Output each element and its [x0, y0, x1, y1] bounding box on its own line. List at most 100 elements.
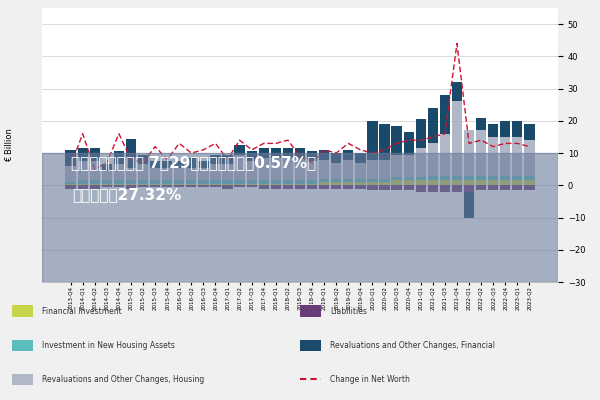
- Bar: [198, 161, 209, 168]
- Bar: [150, 180, 160, 184]
- Bar: [391, 177, 402, 180]
- Bar: [223, 180, 233, 184]
- Bar: [524, 124, 535, 140]
- Bar: [223, 184, 233, 185]
- Bar: [500, 121, 511, 137]
- Bar: [428, 143, 438, 176]
- Bar: [126, 184, 136, 185]
- Bar: [476, 118, 486, 130]
- Bar: [162, 184, 172, 185]
- Bar: [343, 160, 353, 179]
- Bar: [174, 161, 184, 168]
- Bar: [126, 138, 136, 168]
- Bar: [331, 182, 341, 185]
- Bar: [379, 124, 389, 160]
- Bar: [512, 185, 523, 190]
- Bar: [138, 155, 148, 164]
- Bar: [404, 180, 414, 185]
- Bar: [488, 185, 499, 190]
- Bar: [283, 185, 293, 188]
- Bar: [235, 180, 245, 184]
- Bar: [247, 185, 257, 187]
- Bar: [464, 130, 474, 176]
- Bar: [114, 164, 124, 180]
- Bar: [343, 182, 353, 185]
- Bar: [235, 155, 245, 180]
- Bar: [223, 155, 233, 164]
- Bar: [162, 168, 172, 180]
- Bar: [295, 184, 305, 185]
- Bar: [211, 155, 221, 164]
- Bar: [343, 185, 353, 188]
- Bar: [416, 148, 426, 177]
- Bar: [186, 168, 196, 180]
- Bar: [524, 180, 535, 185]
- Bar: [416, 180, 426, 185]
- Bar: [331, 179, 341, 182]
- Bar: [295, 158, 305, 180]
- Text: Financial Investment: Financial Investment: [42, 306, 122, 316]
- Bar: [379, 160, 389, 179]
- Bar: [174, 184, 184, 185]
- Bar: [114, 180, 124, 184]
- Bar: [300, 340, 321, 351]
- Bar: [307, 161, 317, 180]
- Bar: [174, 185, 184, 187]
- Bar: [126, 185, 136, 188]
- Bar: [126, 168, 136, 180]
- Bar: [500, 176, 511, 180]
- Bar: [271, 185, 281, 188]
- Bar: [440, 180, 450, 185]
- Bar: [440, 134, 450, 176]
- Bar: [379, 179, 389, 182]
- Bar: [355, 185, 365, 188]
- Bar: [283, 180, 293, 184]
- Bar: [271, 148, 281, 158]
- Bar: [89, 184, 100, 185]
- Bar: [367, 182, 377, 185]
- Bar: [524, 185, 535, 190]
- Bar: [186, 158, 196, 168]
- Bar: [295, 148, 305, 158]
- Bar: [138, 184, 148, 185]
- Bar: [512, 121, 523, 137]
- Bar: [174, 180, 184, 184]
- Bar: [126, 180, 136, 184]
- Bar: [343, 150, 353, 160]
- Text: Revaluations and Other Changes, Housing: Revaluations and Other Changes, Housing: [42, 375, 204, 384]
- Bar: [174, 168, 184, 180]
- Text: Change in Net Worth: Change in Net Worth: [330, 375, 410, 384]
- Bar: [198, 185, 209, 187]
- Bar: [379, 182, 389, 185]
- Y-axis label: € Billion: € Billion: [5, 128, 14, 162]
- Bar: [416, 185, 426, 192]
- Bar: [300, 305, 321, 317]
- Bar: [391, 180, 402, 185]
- Bar: [283, 184, 293, 185]
- Bar: [259, 185, 269, 188]
- Bar: [101, 185, 112, 187]
- Bar: [223, 164, 233, 180]
- Bar: [65, 182, 76, 184]
- Bar: [89, 180, 100, 184]
- Text: 按天配资赚钱秘籍 7月29日中贝转傅上涨0.57%，: 按天配资赚钱秘籍 7月29日中贝转傅上涨0.57%，: [71, 155, 316, 170]
- Bar: [283, 148, 293, 158]
- Bar: [211, 184, 221, 185]
- Bar: [524, 140, 535, 176]
- Bar: [440, 185, 450, 192]
- Bar: [476, 176, 486, 180]
- Bar: [524, 176, 535, 180]
- Bar: [198, 184, 209, 185]
- Bar: [114, 152, 124, 164]
- Bar: [404, 185, 414, 190]
- Bar: [42, 153, 558, 282]
- Bar: [138, 164, 148, 180]
- Bar: [464, 180, 474, 185]
- Bar: [259, 158, 269, 180]
- Bar: [77, 185, 88, 188]
- Text: Investment in New Housing Assets: Investment in New Housing Assets: [42, 341, 175, 350]
- Bar: [271, 158, 281, 180]
- Bar: [452, 102, 462, 176]
- Bar: [512, 137, 523, 176]
- Bar: [391, 155, 402, 177]
